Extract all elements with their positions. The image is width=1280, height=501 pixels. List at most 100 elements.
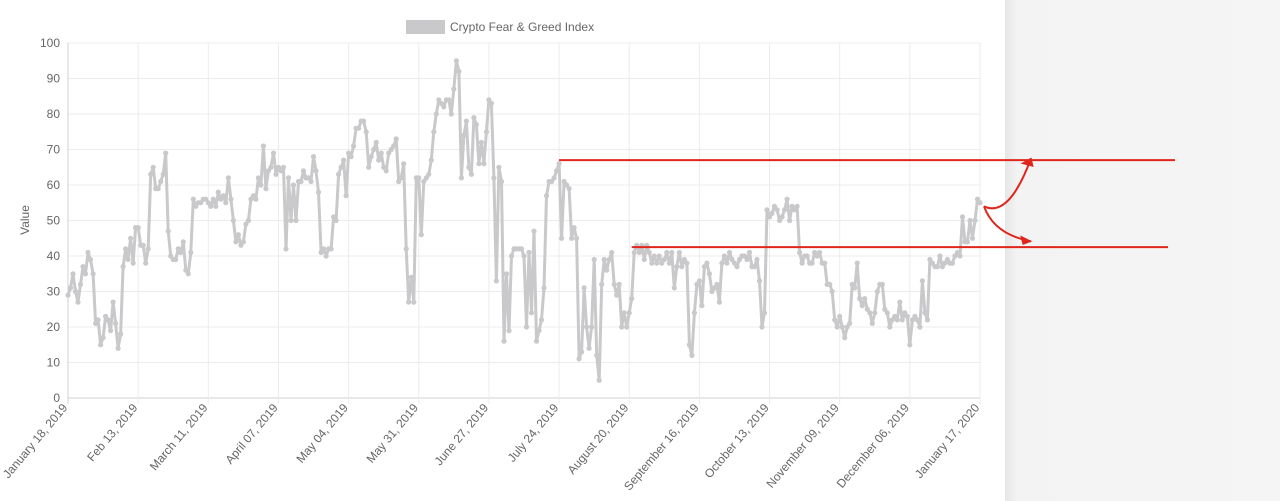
data-point (724, 260, 730, 266)
data-point (411, 299, 417, 305)
data-point (852, 285, 858, 291)
data-point (225, 175, 231, 181)
data-point (293, 217, 299, 224)
data-point (273, 171, 279, 177)
data-point (959, 214, 966, 220)
data-point (654, 260, 660, 266)
y-tick-label: 30 (47, 285, 61, 299)
data-point (245, 217, 251, 224)
data-point (366, 164, 372, 170)
data-point (283, 246, 289, 252)
data-point (458, 175, 464, 181)
data-point (827, 281, 833, 287)
data-point (268, 164, 274, 170)
data-point (300, 168, 307, 174)
data-point (636, 249, 642, 256)
data-point (611, 281, 617, 287)
y-tick-label: 100 (40, 36, 60, 50)
data-point (468, 171, 474, 177)
data-point (433, 111, 439, 117)
data-point (478, 139, 484, 145)
data-point (270, 150, 277, 156)
data-point (80, 264, 86, 270)
data-point (528, 310, 535, 316)
annotation-layer (559, 157, 1175, 249)
y-tick-label: 90 (47, 72, 61, 86)
data-point (869, 320, 875, 326)
data-point (310, 154, 317, 160)
data-point (641, 256, 647, 263)
data-point (426, 171, 432, 177)
data-point (764, 207, 770, 213)
x-tick-label: November 09, 2019 (764, 401, 843, 491)
x-tick-label: September 16, 2019 (621, 401, 702, 494)
data-point (508, 253, 515, 259)
data-point (614, 292, 620, 298)
data-point (536, 328, 542, 334)
data-point (676, 249, 682, 256)
data-point (759, 324, 765, 330)
data-point (691, 310, 698, 316)
data-point (719, 260, 725, 266)
data-point (288, 217, 294, 224)
data-point (782, 207, 788, 213)
data-point (867, 310, 873, 316)
data-point (315, 189, 322, 195)
data-point (972, 217, 978, 224)
data-point (569, 235, 575, 241)
data-point (862, 296, 868, 302)
data-point (734, 264, 740, 270)
data-point (726, 249, 733, 256)
data-point (498, 178, 505, 185)
data-point (503, 271, 510, 277)
data-point (431, 129, 437, 135)
y-tick-label: 60 (47, 178, 61, 192)
data-point (669, 249, 675, 256)
data-point (483, 129, 489, 135)
data-point (280, 164, 287, 170)
data-point (343, 193, 349, 199)
data-point (373, 139, 379, 145)
data-point (761, 310, 768, 316)
data-point (967, 217, 973, 224)
data-point (756, 278, 763, 284)
data-point (924, 317, 931, 323)
data-point (215, 189, 221, 195)
down-arrow-shaft (983, 205, 1032, 243)
data-point (839, 324, 845, 330)
data-point (140, 242, 146, 248)
y-axis-title: Value (18, 205, 32, 235)
data-point (626, 310, 632, 316)
data-point (85, 249, 91, 256)
data-point (837, 313, 843, 319)
grid-lines (67, 42, 981, 404)
data-point (240, 239, 246, 245)
data-point (832, 317, 838, 323)
data-point (115, 345, 121, 351)
legend[interactable]: Crypto Fear & Greed Index (406, 20, 594, 34)
data-point (213, 203, 219, 209)
data-point (72, 288, 79, 295)
data-point (674, 264, 680, 270)
x-tick-label: April 07, 2019 (222, 401, 281, 467)
data-point (566, 186, 572, 192)
data-point (448, 111, 454, 117)
legend-swatch[interactable] (406, 20, 445, 34)
data-point (541, 285, 547, 291)
data-point (160, 171, 166, 177)
data-point (378, 150, 384, 156)
data-point (408, 274, 414, 280)
data-point (371, 146, 377, 153)
data-point (523, 324, 530, 330)
data-point (914, 317, 921, 323)
data-point (616, 281, 622, 287)
data-point (165, 228, 171, 234)
data-point (496, 164, 502, 170)
data-point (230, 217, 236, 224)
data-point (887, 324, 893, 330)
legend-label[interactable]: Crypto Fear & Greed Index (450, 20, 594, 34)
data-point (899, 317, 905, 323)
data-point (110, 299, 116, 305)
data-point (75, 299, 81, 305)
